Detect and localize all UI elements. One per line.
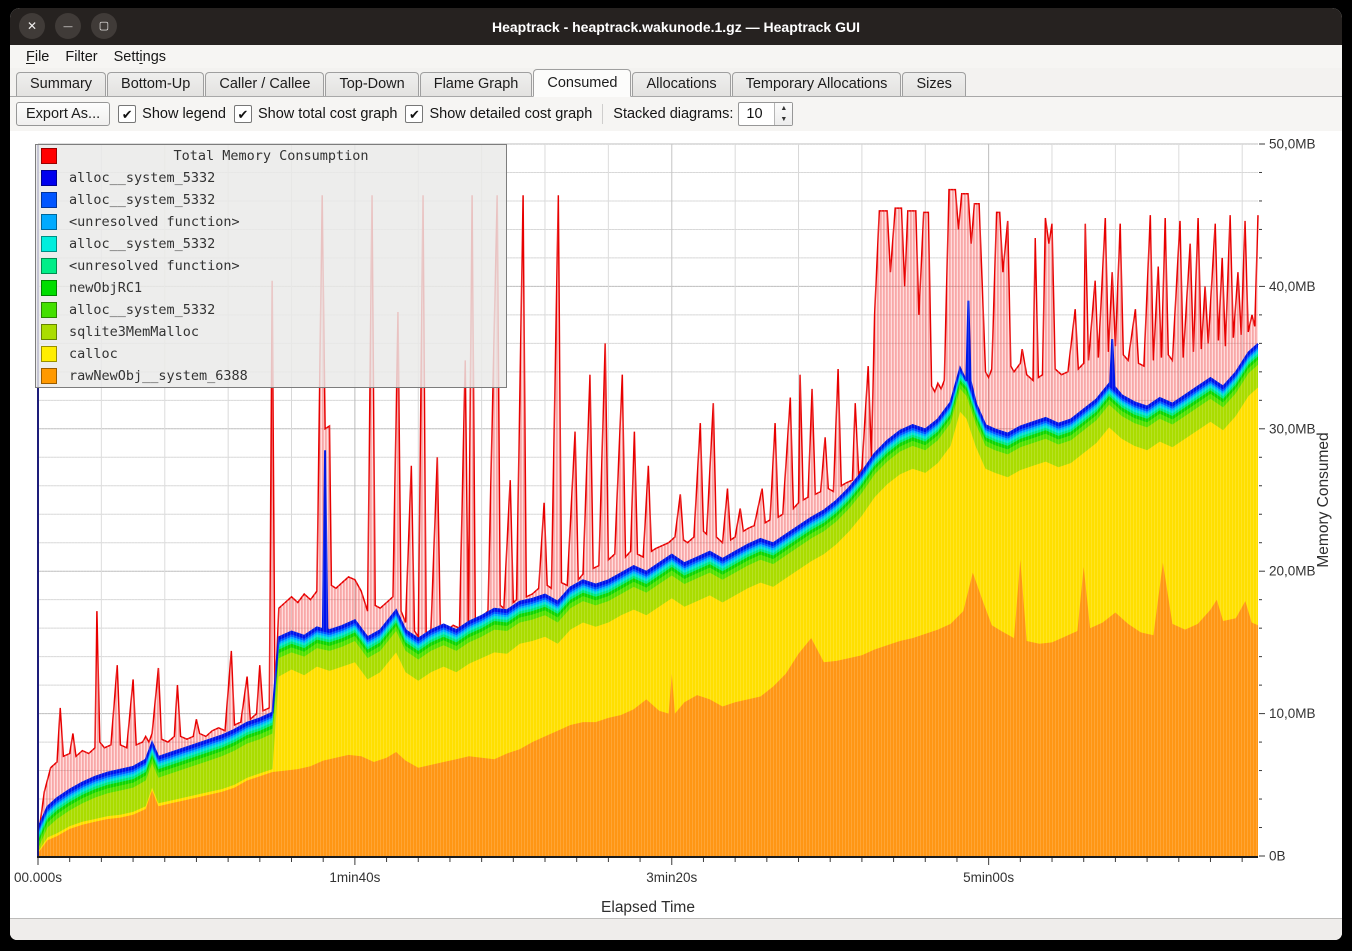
checkmark-icon[interactable]: ✔: [234, 105, 252, 123]
close-icon: ✕: [26, 19, 38, 33]
tab-bottom-up[interactable]: Bottom-Up: [107, 72, 205, 96]
menu-file[interactable]: File: [26, 48, 50, 65]
x-tick-label: 1min40s: [329, 870, 380, 885]
legend-label: alloc__system_5332: [69, 236, 216, 252]
checkmark-icon[interactable]: ✔: [405, 105, 424, 123]
legend-swatch-icon: [41, 302, 57, 318]
legend-label: sqlite3MemMalloc: [69, 324, 200, 340]
legend-swatch-icon: [41, 192, 57, 208]
window-controls: ✕ — ▢: [19, 13, 117, 39]
minimize-icon: —: [63, 20, 73, 31]
tab-caller-callee[interactable]: Caller / Callee: [205, 72, 325, 96]
maximize-button[interactable]: ▢: [91, 13, 117, 39]
legend-swatch-icon: [41, 214, 57, 230]
spin-down-icon[interactable]: ▼: [780, 116, 788, 123]
menu-filter[interactable]: Filter: [65, 48, 98, 65]
x-tick-label: 3min20s: [646, 870, 697, 885]
legend-item: calloc: [36, 343, 506, 365]
heaptrack-window: ✕ — ▢ Heaptrack - heaptrack.wakunode.1.gz …: [10, 8, 1342, 940]
legend-label: rawNewObj__system_6388: [69, 368, 248, 384]
chart-canvas[interactable]: 00.000s 1min40s 3min20s 5min00s Elapsed Time…: [10, 131, 1342, 918]
checkmark-icon[interactable]: ✔: [118, 105, 137, 123]
tab-temporary-allocations[interactable]: Temporary Allocations: [731, 72, 902, 96]
legend-label: calloc: [69, 346, 118, 362]
legend-label: <unresolved function>: [69, 258, 240, 274]
legend-item: <unresolved function>: [36, 255, 506, 277]
chart-legend: Total Memory Consumption alloc__system_53…: [35, 144, 507, 388]
memory-consumption-chart[interactable]: 00.000s 1min40s 3min20s 5min00s Elapsed Time…: [10, 131, 1342, 919]
legend-item: alloc__system_5332: [36, 299, 506, 321]
x-tick-label: 5min00s: [963, 870, 1014, 885]
window-title: Heaptrack - heaptrack.wakunode.1.gz — He…: [491, 18, 860, 35]
tab-bar: Summary Bottom-Up Caller / Callee Top-Down F…: [10, 68, 1342, 97]
legend-item: sqlite3MemMalloc: [36, 321, 506, 343]
legend-swatch-icon: [41, 258, 57, 274]
maximize-icon: ▢: [98, 19, 110, 32]
legend-swatch-icon: [41, 236, 57, 252]
legend-swatch-icon: [41, 148, 57, 164]
chart-toolbar: Export As... ✔ Show legend ✔ Show total cos…: [10, 97, 1342, 131]
legend-label: <unresolved function>: [69, 214, 240, 230]
legend-label: alloc__system_5332: [69, 170, 216, 186]
legend-item: alloc__system_5332: [36, 167, 506, 189]
legend-swatch-icon: [41, 324, 57, 340]
close-button[interactable]: ✕: [19, 13, 45, 39]
checkbox-label: Show detailed cost graph: [429, 106, 593, 122]
toolbar-separator: [602, 104, 604, 124]
x-axis-title: Elapsed Time: [601, 899, 695, 916]
stacked-diagrams-value: 10: [746, 106, 763, 122]
legend-item: alloc__system_5332: [36, 189, 506, 211]
checkbox-show-detailed-cost-graph[interactable]: ✔ Show detailed cost graph: [405, 105, 592, 123]
legend-item: <unresolved function>: [36, 211, 506, 233]
y-tick-label: 10,0MB: [1269, 706, 1316, 721]
checkbox-show-total-cost-graph[interactable]: ✔ Show total cost graph: [234, 105, 397, 123]
y-tick-label: 0B: [1269, 849, 1286, 864]
tab-top-down[interactable]: Top-Down: [325, 72, 419, 96]
legend-label: newObjRC1: [69, 280, 143, 296]
stacked-diagrams-label: Stacked diagrams:: [613, 106, 734, 122]
x-tick-label: 00.000s: [14, 870, 62, 885]
checkbox-show-legend[interactable]: ✔ Show legend: [118, 105, 226, 123]
tab-allocations[interactable]: Allocations: [632, 72, 731, 96]
legend-title: Total Memory Consumption: [173, 148, 369, 164]
y-tick-label: 30,0MB: [1269, 421, 1316, 436]
legend-item: alloc__system_5332: [36, 233, 506, 255]
title-bar: ✕ — ▢ Heaptrack - heaptrack.wakunode.1.gz …: [10, 8, 1342, 45]
legend-swatch-icon: [41, 368, 57, 384]
legend-swatch-icon: [41, 346, 57, 362]
stacked-diagrams-spinbox[interactable]: 10 ▲ ▼: [738, 102, 794, 126]
export-as-button[interactable]: Export As...: [16, 102, 111, 126]
legend-label: alloc__system_5332: [69, 302, 216, 318]
legend-label: alloc__system_5332: [69, 192, 216, 208]
tab-sizes[interactable]: Sizes: [902, 72, 966, 96]
tab-flame-graph[interactable]: Flame Graph: [419, 72, 533, 96]
spin-up-icon[interactable]: ▲: [780, 105, 788, 112]
legend-swatch-icon: [41, 170, 57, 186]
legend-swatch-icon: [41, 280, 57, 296]
menu-settings[interactable]: Settings: [113, 48, 167, 65]
checkbox-label: Show legend: [142, 106, 226, 122]
y-tick-label: 40,0MB: [1269, 279, 1316, 294]
legend-item: newObjRC1: [36, 277, 506, 299]
legend-title-row: Total Memory Consumption: [36, 145, 506, 167]
tab-summary[interactable]: Summary: [16, 72, 107, 96]
status-bar: [10, 919, 1342, 940]
minimize-button[interactable]: —: [55, 13, 81, 39]
checkbox-label: Show total cost graph: [258, 106, 398, 122]
y-axis-title: Memory Consumed: [1315, 432, 1332, 567]
menu-bar: File Filter Settings: [10, 45, 1342, 68]
y-tick-label: 50,0MB: [1269, 137, 1316, 152]
tab-consumed[interactable]: Consumed: [533, 69, 632, 97]
y-tick-label: 20,0MB: [1269, 564, 1316, 579]
legend-item: rawNewObj__system_6388: [36, 365, 506, 387]
